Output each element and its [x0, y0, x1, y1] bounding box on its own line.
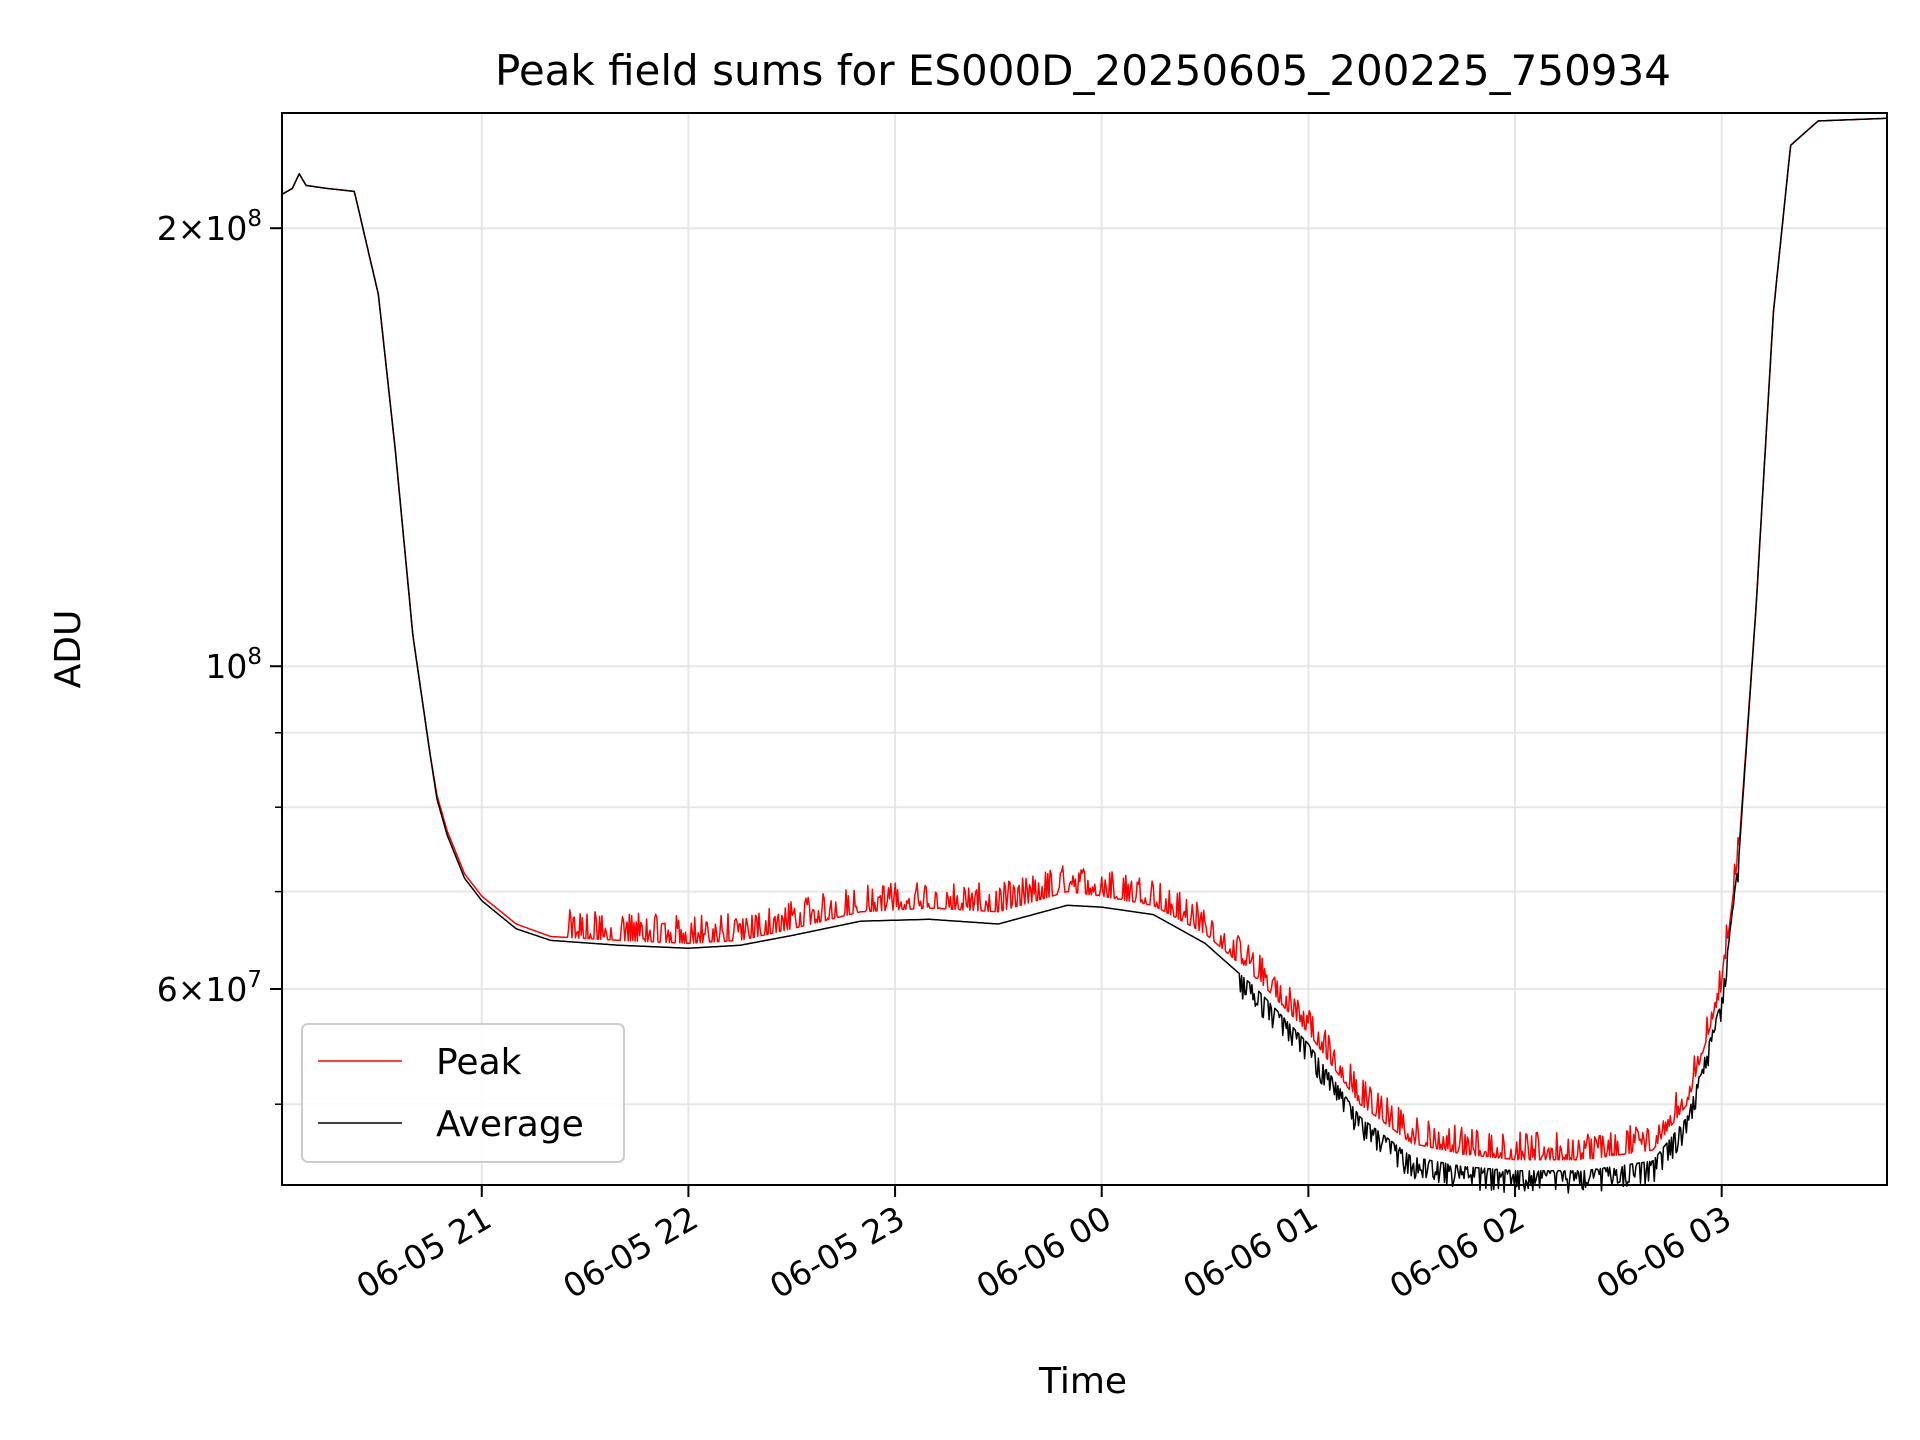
y-axis: 6×107 108 2×108 — [157, 206, 282, 1105]
series-line-peak — [281, 117, 1887, 1161]
y-tick-label: 6×107 — [157, 967, 262, 1009]
x-axis-label: Time — [1038, 1361, 1127, 1402]
y-axis-label: ADU — [48, 610, 89, 689]
legend-box — [301, 1023, 625, 1163]
series-lines — [281, 117, 1887, 1194]
plot-frame — [281, 112, 1888, 1186]
legend-label-peak: Peak — [436, 1042, 522, 1083]
chart-title: Peak field sums for ES000D_20250605_2002… — [495, 46, 1671, 95]
legend-label-average: Average — [436, 1104, 584, 1145]
y-tick-label: 108 — [205, 644, 262, 686]
series-line-average — [281, 117, 1887, 1194]
legend: Peak Average — [301, 1023, 625, 1163]
y-tick-label: 2×108 — [157, 206, 262, 248]
